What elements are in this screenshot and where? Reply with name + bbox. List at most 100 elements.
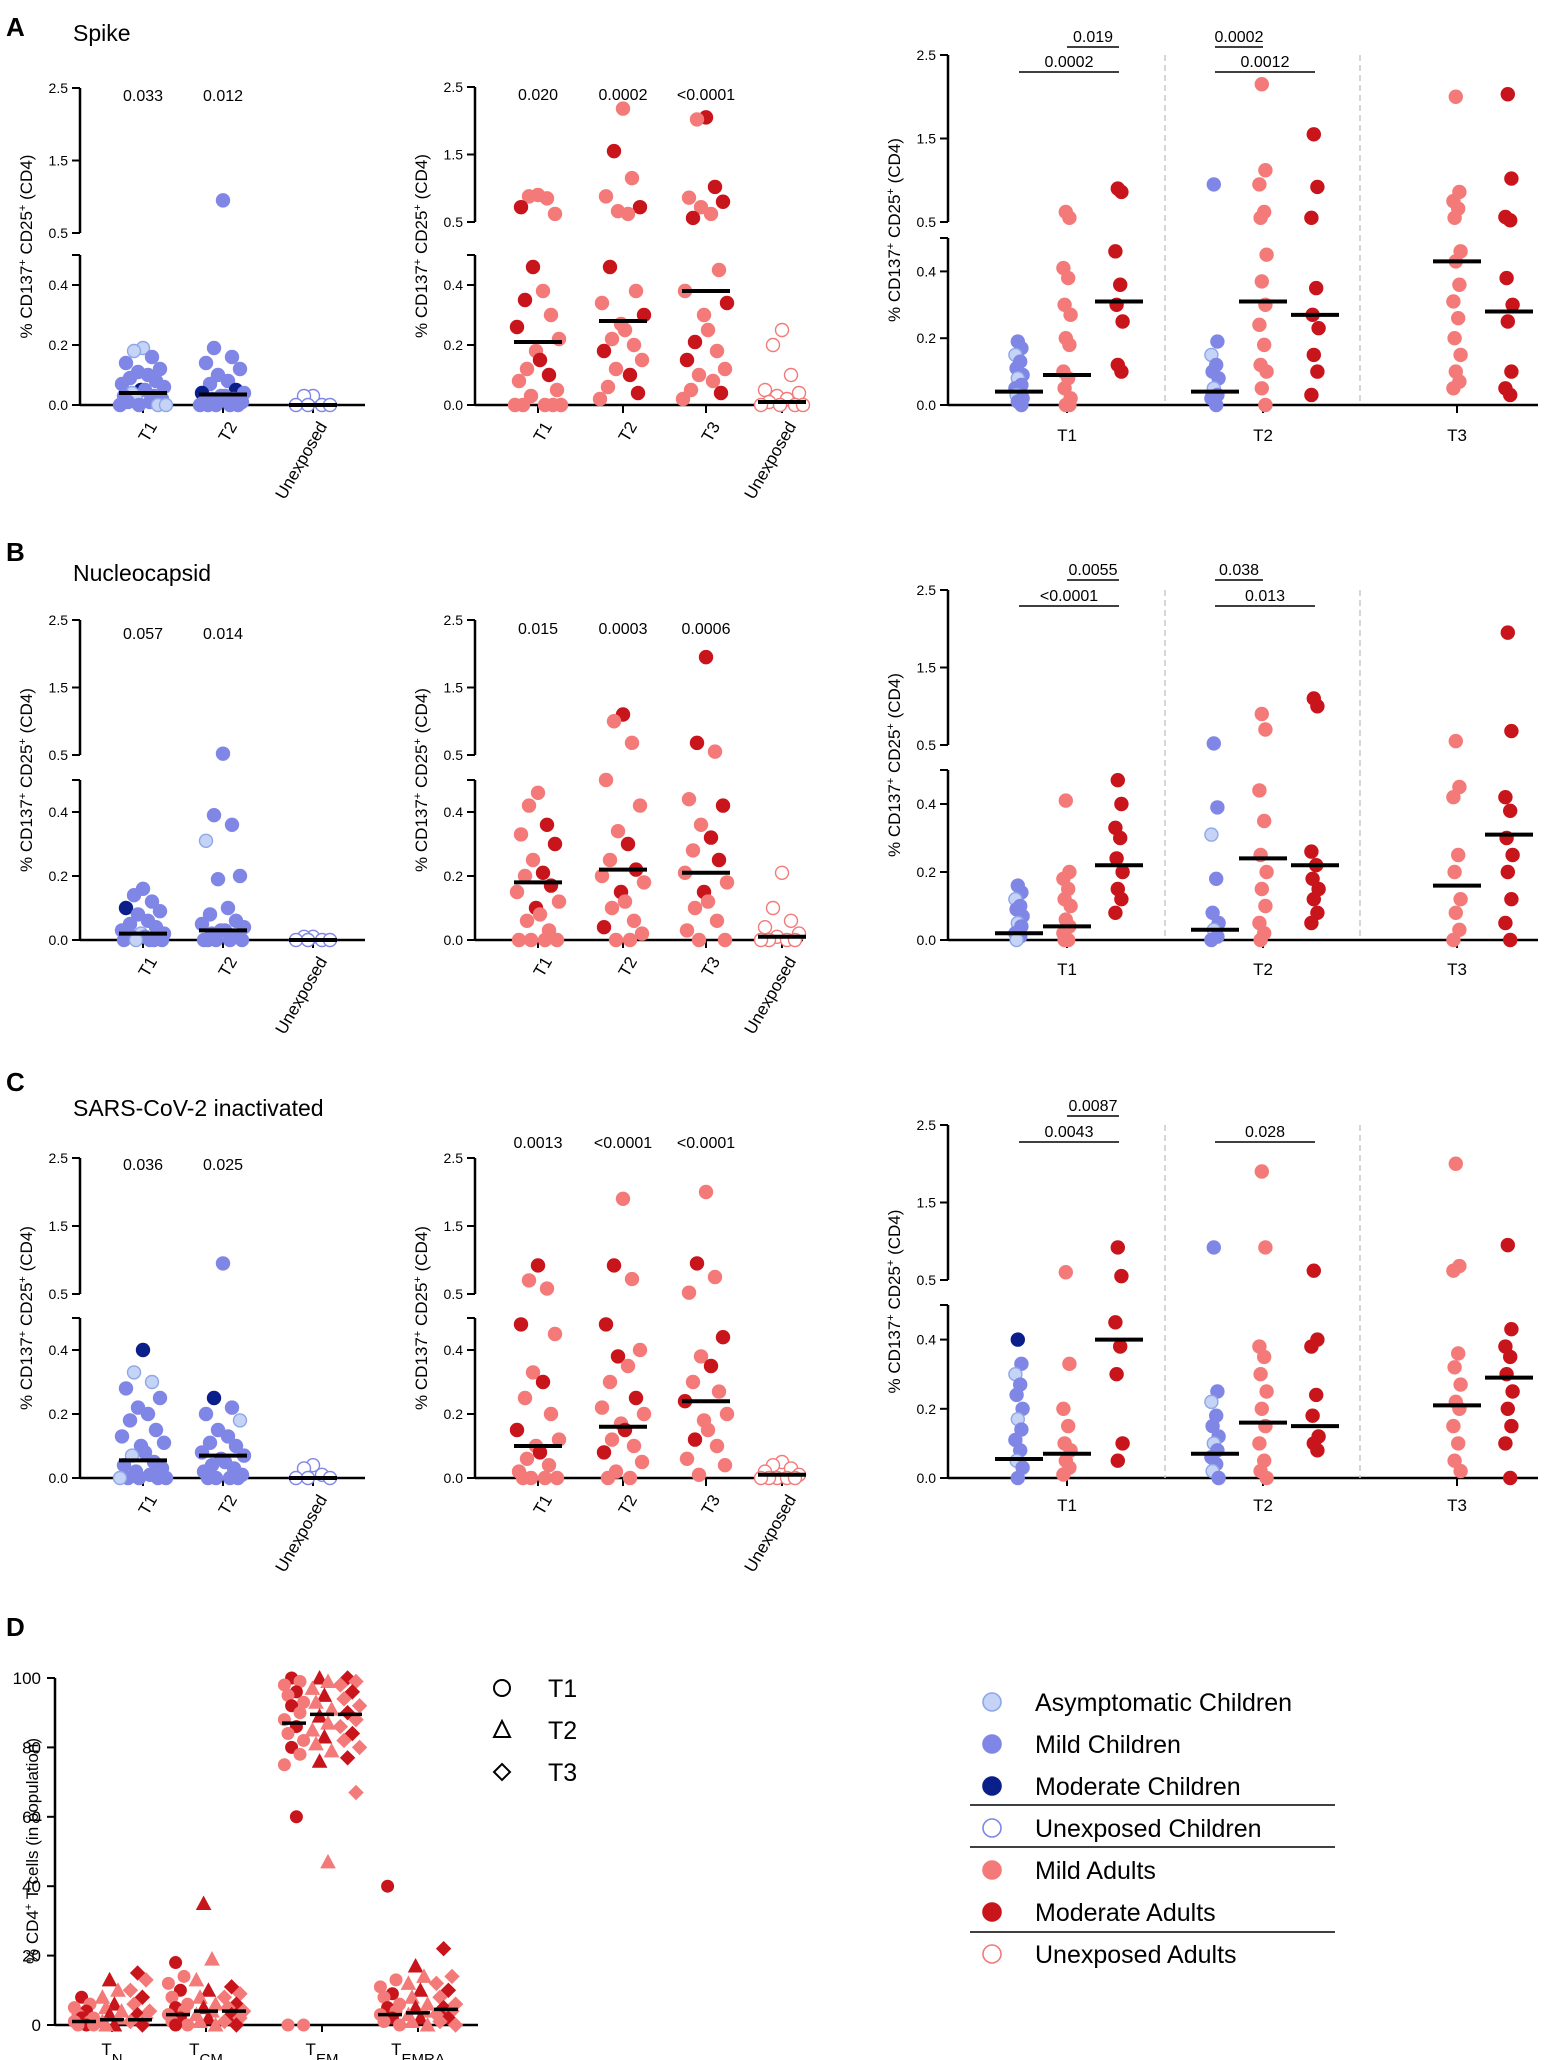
A-combined-point xyxy=(1504,364,1519,379)
B-adults-point xyxy=(622,932,638,948)
B-children-point xyxy=(234,932,250,948)
B-adults-point xyxy=(530,785,546,800)
B-adults-point xyxy=(681,792,697,807)
A-combined-point xyxy=(1499,270,1514,286)
C-combined-y-tick-label: 0.0 xyxy=(917,1470,937,1486)
B-combined-point xyxy=(1258,722,1273,737)
B-adults-point xyxy=(535,865,551,880)
C-adults-x-label: T2 xyxy=(615,1492,641,1519)
B-combined-point xyxy=(1450,847,1466,863)
D-point xyxy=(339,1750,356,1766)
B-adults-point xyxy=(532,907,548,922)
C-combined-point xyxy=(1252,1436,1267,1451)
B-combined-y-tick-label: 1.5 xyxy=(917,660,937,676)
C-combined-x-label: T1 xyxy=(1057,1496,1077,1515)
D-point xyxy=(195,1895,212,1911)
C-adults-x-label: T3 xyxy=(698,1492,724,1519)
A-combined-point xyxy=(1306,127,1322,142)
legend-timepoint-label: T2 xyxy=(548,1717,577,1745)
D-x-label: TN xyxy=(101,2040,122,2060)
C-combined-point xyxy=(1500,1237,1516,1253)
A-combined-point xyxy=(1253,210,1268,226)
A-adults-y-tick-label: 0.0 xyxy=(444,397,464,413)
C-combined-point xyxy=(1453,1463,1468,1479)
B-adults-point xyxy=(509,884,525,900)
C-combined-point xyxy=(1450,1436,1466,1451)
A-adults-point xyxy=(705,373,721,389)
B-combined-y-axis-label: % CD137+ CD25+ (CD4) xyxy=(885,673,904,857)
A-combined-bracket-p-value: 0.0012 xyxy=(1241,54,1290,71)
B-combined-point xyxy=(1114,892,1129,907)
A-children-y-tick-label: 0.4 xyxy=(49,277,69,293)
C-adults-point xyxy=(636,1406,652,1422)
A-combined-point xyxy=(1447,210,1462,226)
A-adults-point xyxy=(703,206,719,222)
D-point xyxy=(192,2013,208,2029)
B-combined-point xyxy=(1254,881,1270,897)
C-children-point xyxy=(206,1390,222,1406)
C-children-y-tick-label: 0.5 xyxy=(49,1286,69,1302)
D-point xyxy=(200,1982,217,1997)
A-adults-y-tick-label: 0.4 xyxy=(444,277,464,293)
B-adults-point xyxy=(765,900,781,916)
B-adults-point xyxy=(691,932,707,948)
B-adults-y-tick-label: 1.5 xyxy=(444,680,464,696)
panel-title-sars-cov-2-inactivated: SARS-CoV-2 inactivated xyxy=(73,1095,324,1121)
B-children-point xyxy=(215,746,231,761)
B-combined-x-label: T2 xyxy=(1253,960,1273,979)
A-adults-point xyxy=(791,385,807,401)
legend-group-marker xyxy=(982,1944,1002,1964)
D-point xyxy=(351,1739,368,1756)
C-adults-point xyxy=(620,1358,636,1374)
A-children-y-tick-label: 2.5 xyxy=(49,80,69,96)
A-combined-point xyxy=(1304,387,1319,403)
C-adults-point xyxy=(624,1271,640,1287)
A-adults-point xyxy=(602,259,618,275)
D-point xyxy=(304,1680,321,1695)
A-adults-point xyxy=(549,382,565,398)
B-children-x-label: Unexposed xyxy=(272,954,331,1038)
A-children-y-axis-label: % CD137+ CD25+ (CD4) xyxy=(17,155,36,339)
B-children-x-label: T1 xyxy=(135,954,161,981)
B-combined-bracket-p-value: <0.0001 xyxy=(1040,588,1098,605)
D-point xyxy=(400,1975,417,1990)
B-adults-p-value: 0.015 xyxy=(518,621,558,638)
D-point xyxy=(293,1747,307,1761)
C-adults-p-value: 0.0013 xyxy=(514,1135,563,1152)
D-point xyxy=(94,1989,111,2004)
B-children-point xyxy=(200,932,216,948)
A-adults-point xyxy=(604,331,620,347)
C-children-point xyxy=(131,1470,147,1486)
C-combined-point xyxy=(1110,1453,1126,1468)
legend-timepoint-label: T1 xyxy=(548,1675,577,1703)
B-combined-y-tick-label: 0.2 xyxy=(917,864,937,880)
C-adults-point xyxy=(530,1258,546,1273)
A-children-point xyxy=(131,397,147,413)
B-combined-point xyxy=(1109,851,1124,866)
C-adults-point xyxy=(632,1342,648,1358)
B-combined-point xyxy=(1112,830,1128,846)
B-combined-point xyxy=(1504,892,1519,907)
C-adults-point xyxy=(719,1406,735,1422)
C-children-point xyxy=(230,1470,246,1486)
B-children-p-value: 0.057 xyxy=(123,626,163,643)
D-x-label: TCM xyxy=(189,2040,223,2060)
D-point xyxy=(169,1956,183,1970)
D-y-tick-label: 80 xyxy=(22,1738,41,1757)
C-combined-point xyxy=(1108,1315,1123,1330)
B-combined-point xyxy=(1310,699,1325,714)
B-children-point xyxy=(126,888,142,903)
C-children-point xyxy=(202,1435,218,1451)
A-children-point xyxy=(220,373,236,389)
C-combined-y-tick-label: 1.5 xyxy=(917,1195,937,1211)
C-children-point xyxy=(112,1470,128,1486)
C-adults-point xyxy=(711,1384,727,1399)
panel-letter-c: C xyxy=(6,1067,25,1097)
D-point xyxy=(444,1968,460,1985)
A-adults-point xyxy=(707,179,723,195)
C-combined-point xyxy=(1258,1240,1273,1255)
C-combined-point xyxy=(1056,1467,1071,1482)
B-adults-point xyxy=(525,852,541,868)
A-children-y-tick-label: 1.5 xyxy=(49,153,69,169)
